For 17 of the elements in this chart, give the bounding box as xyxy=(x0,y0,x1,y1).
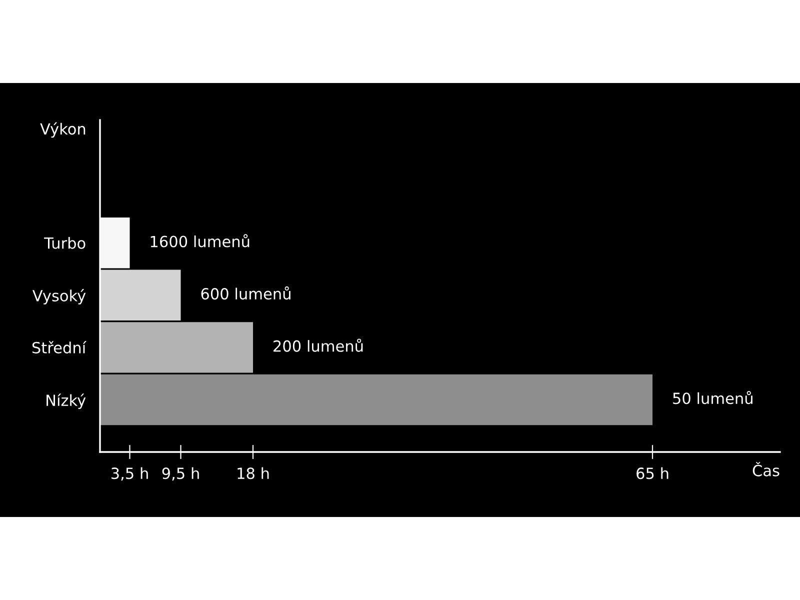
x-axis-title: Čas xyxy=(752,462,780,476)
x-tick-label: 65 h xyxy=(636,467,668,480)
bar xyxy=(100,322,253,373)
text: Výkon xyxy=(40,122,86,138)
bar xyxy=(100,374,652,426)
annotation: 200 lumenů xyxy=(274,338,363,352)
bar xyxy=(100,270,181,321)
y-tick-label: Střední xyxy=(32,341,87,354)
y-tick-label: Nízký xyxy=(46,394,86,410)
x-tick-label: 9,5 h xyxy=(162,467,199,481)
annotation: 600 lumenů xyxy=(201,286,290,300)
y-tick-label: Turbo xyxy=(44,237,86,249)
annotation: 1600 lumenů xyxy=(150,234,250,248)
annotation: 50 lumenů xyxy=(673,390,752,404)
y-tick-label: Vysoký xyxy=(32,289,86,304)
x-tick-label: 18 h xyxy=(238,467,269,480)
x-tick-label: 3,5 h xyxy=(112,467,148,481)
